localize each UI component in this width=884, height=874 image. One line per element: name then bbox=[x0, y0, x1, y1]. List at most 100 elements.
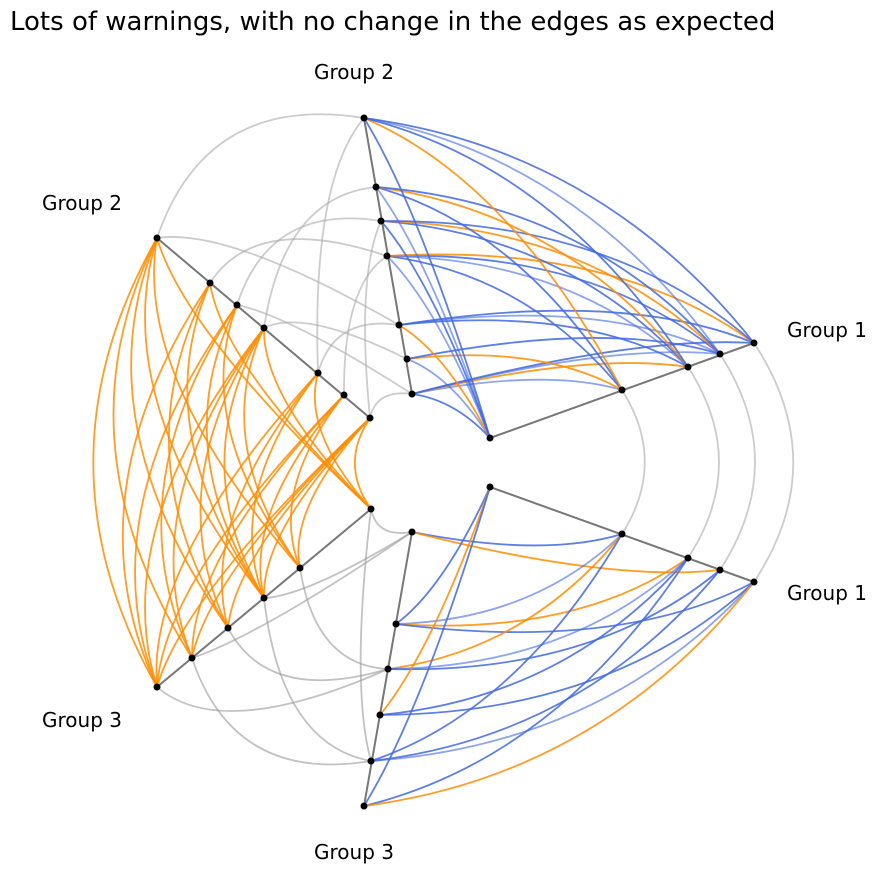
edge bbox=[386, 255, 623, 391]
edge bbox=[259, 394, 345, 599]
edge bbox=[223, 327, 265, 599]
edge bbox=[363, 557, 689, 807]
node bbox=[224, 624, 232, 632]
node bbox=[372, 183, 380, 191]
edge bbox=[167, 282, 229, 629]
node bbox=[486, 483, 494, 491]
edge bbox=[172, 327, 265, 659]
edge bbox=[263, 327, 372, 510]
edge bbox=[363, 117, 689, 368]
edge bbox=[290, 394, 345, 569]
edge bbox=[121, 282, 211, 688]
node bbox=[395, 321, 403, 329]
node bbox=[750, 339, 758, 347]
node bbox=[366, 414, 374, 422]
edge bbox=[375, 186, 721, 355]
node bbox=[716, 350, 724, 358]
edge bbox=[380, 220, 689, 368]
edge bbox=[395, 581, 755, 634]
edge bbox=[316, 117, 365, 374]
edge bbox=[398, 319, 689, 368]
node bbox=[367, 505, 375, 513]
edge bbox=[363, 117, 721, 355]
edge bbox=[359, 508, 372, 762]
edge bbox=[209, 238, 388, 284]
edge bbox=[156, 236, 400, 326]
axis-label: Group 2 bbox=[42, 191, 122, 215]
node bbox=[486, 434, 494, 442]
edge bbox=[205, 304, 265, 599]
edge bbox=[299, 567, 389, 670]
edge bbox=[380, 220, 491, 439]
node bbox=[260, 324, 268, 332]
edge bbox=[387, 557, 689, 670]
edge bbox=[363, 117, 755, 344]
nodes bbox=[153, 114, 758, 810]
node bbox=[716, 566, 724, 574]
node bbox=[206, 279, 214, 287]
edge bbox=[263, 531, 413, 599]
edge bbox=[411, 362, 689, 395]
edge bbox=[317, 322, 400, 374]
edge bbox=[411, 378, 623, 395]
title: Lots of warnings, with no change in the … bbox=[10, 7, 775, 37]
edge bbox=[406, 354, 623, 391]
node bbox=[618, 530, 626, 538]
edge bbox=[156, 668, 389, 712]
node bbox=[153, 683, 161, 691]
edge bbox=[375, 186, 491, 439]
edge bbox=[236, 304, 413, 395]
edge bbox=[134, 304, 238, 688]
edge bbox=[354, 417, 372, 510]
axis-label: Group 3 bbox=[314, 840, 394, 864]
edge bbox=[386, 255, 689, 368]
edge bbox=[156, 237, 372, 510]
edge bbox=[370, 533, 623, 762]
edge bbox=[363, 486, 491, 807]
node bbox=[377, 217, 385, 225]
axis-label: Group 3 bbox=[42, 708, 122, 732]
edge bbox=[375, 186, 689, 368]
edge bbox=[191, 531, 413, 659]
node bbox=[618, 386, 626, 394]
edge bbox=[155, 372, 319, 688]
node bbox=[408, 390, 416, 398]
edge bbox=[144, 237, 265, 599]
node bbox=[360, 802, 368, 810]
edge bbox=[375, 186, 623, 391]
axis-label: Group 2 bbox=[314, 60, 394, 84]
edge bbox=[395, 533, 623, 625]
node bbox=[260, 594, 268, 602]
edge bbox=[227, 627, 389, 682]
edge bbox=[370, 508, 413, 534]
edge bbox=[687, 366, 720, 559]
node bbox=[367, 757, 375, 765]
edge bbox=[395, 486, 491, 625]
edge bbox=[314, 372, 372, 510]
edge bbox=[186, 282, 265, 599]
edge bbox=[369, 392, 413, 419]
edge bbox=[386, 255, 491, 439]
edge bbox=[227, 417, 371, 629]
edge bbox=[719, 353, 756, 571]
edge bbox=[144, 327, 265, 688]
edge bbox=[363, 117, 623, 391]
edge bbox=[386, 254, 721, 355]
edge bbox=[92, 237, 158, 688]
edge bbox=[130, 237, 229, 629]
edge bbox=[379, 581, 755, 716]
edge bbox=[363, 117, 491, 439]
edge bbox=[160, 304, 238, 659]
node bbox=[684, 363, 692, 371]
edge bbox=[209, 282, 372, 510]
node bbox=[153, 234, 161, 242]
edge bbox=[156, 113, 365, 239]
edge bbox=[263, 321, 408, 360]
edge bbox=[153, 237, 301, 569]
edge bbox=[411, 531, 623, 547]
edge bbox=[379, 557, 689, 716]
edge bbox=[263, 597, 372, 762]
node bbox=[750, 578, 758, 586]
edge bbox=[621, 389, 646, 535]
